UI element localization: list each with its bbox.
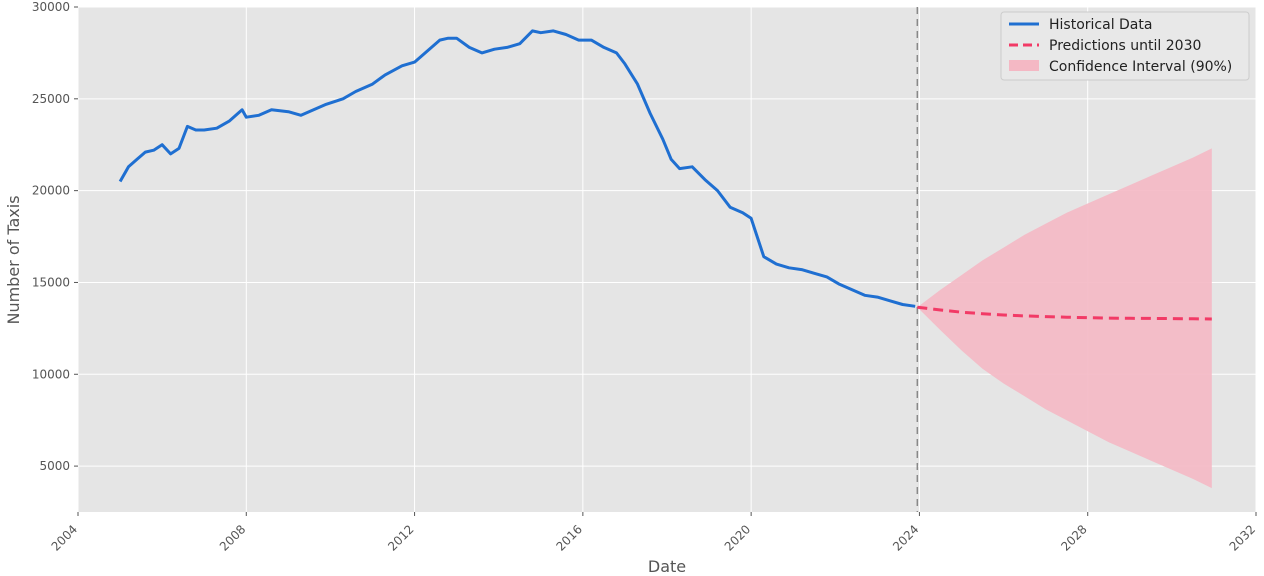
y-tick-label: 5000	[39, 459, 70, 473]
predictions-line	[917, 305, 1212, 321]
x-tick-label: 2012	[385, 522, 416, 553]
legend: Historical Data Predictions until 2030 C…	[1000, 11, 1250, 81]
y-axis: 5000 10000 15000 20000 25000 30000	[32, 0, 78, 473]
x-tick-label: 2016	[553, 522, 584, 553]
x-tick-label: 2008	[217, 522, 248, 553]
x-tick-label: 2032	[1227, 522, 1258, 553]
x-tick-label: 2028	[1058, 522, 1089, 553]
x-tick-label: 2024	[890, 522, 921, 553]
legend-box	[1000, 11, 1250, 81]
y-tick-label: 30000	[32, 0, 70, 14]
legend-swatch-confidence	[1009, 60, 1039, 71]
historical-data-line	[118, 29, 916, 308]
x-tick-label: 2020	[722, 522, 753, 553]
y-axis-title: Number of Taxis	[4, 195, 23, 324]
legend-label-historical: Historical Data	[1049, 17, 1152, 33]
y-tick-label: 25000	[32, 92, 70, 106]
y-tick-label: 15000	[32, 275, 70, 289]
legend-label-confidence: Confidence Interval (90%)	[1049, 59, 1232, 75]
legend-label-predictions: Predictions until 2030	[1049, 38, 1201, 54]
line-layer	[118, 29, 1212, 321]
x-axis-title: Date	[648, 557, 686, 576]
x-axis: 2004 2008 2012 2016 2020 2024 2028 2032	[49, 512, 1258, 554]
y-tick-label: 20000	[32, 184, 70, 198]
y-tick-label: 10000	[32, 367, 70, 381]
x-tick-label: 2004	[49, 522, 80, 553]
